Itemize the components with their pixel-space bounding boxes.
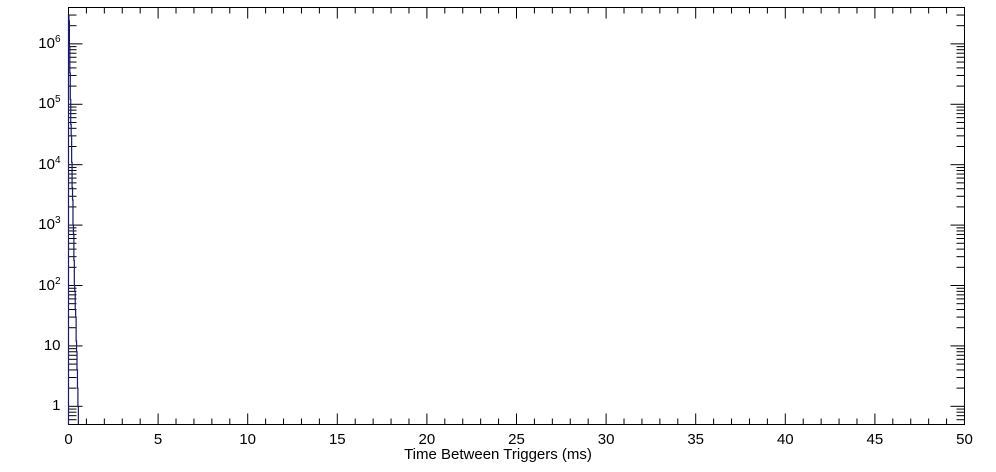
y-axis-tick-label: 105	[38, 94, 61, 113]
y-axis-tick-label: 102	[38, 275, 61, 294]
x-axis-tick-label: 45	[866, 430, 884, 448]
x-axis-tick-label: 40	[776, 430, 794, 448]
y-axis-tick-label: 103	[38, 215, 61, 234]
y-axis-tick-label: 106	[38, 33, 61, 52]
plot-frame	[68, 7, 965, 425]
x-axis-tick-label: 0	[64, 430, 73, 448]
y-axis-tick-label: 104	[38, 154, 61, 173]
x-axis-tick-label: 5	[153, 430, 163, 448]
x-axis-title: Time Between Triggers (ms)	[404, 446, 592, 463]
x-axis-tick-label: 10	[239, 430, 257, 448]
x-axis-tick-label: 20	[418, 430, 436, 448]
x-axis-tick-label: 35	[687, 430, 705, 448]
x-axis-tick-label: 25	[508, 430, 525, 448]
y-axis-tick-label: 10	[43, 336, 61, 354]
x-axis-tick-label: 30	[597, 430, 615, 448]
x-axis-tick-label: 50	[956, 430, 973, 448]
x-axis-tick-label: 15	[328, 430, 346, 448]
y-axis-tick-label: 1	[52, 397, 61, 415]
